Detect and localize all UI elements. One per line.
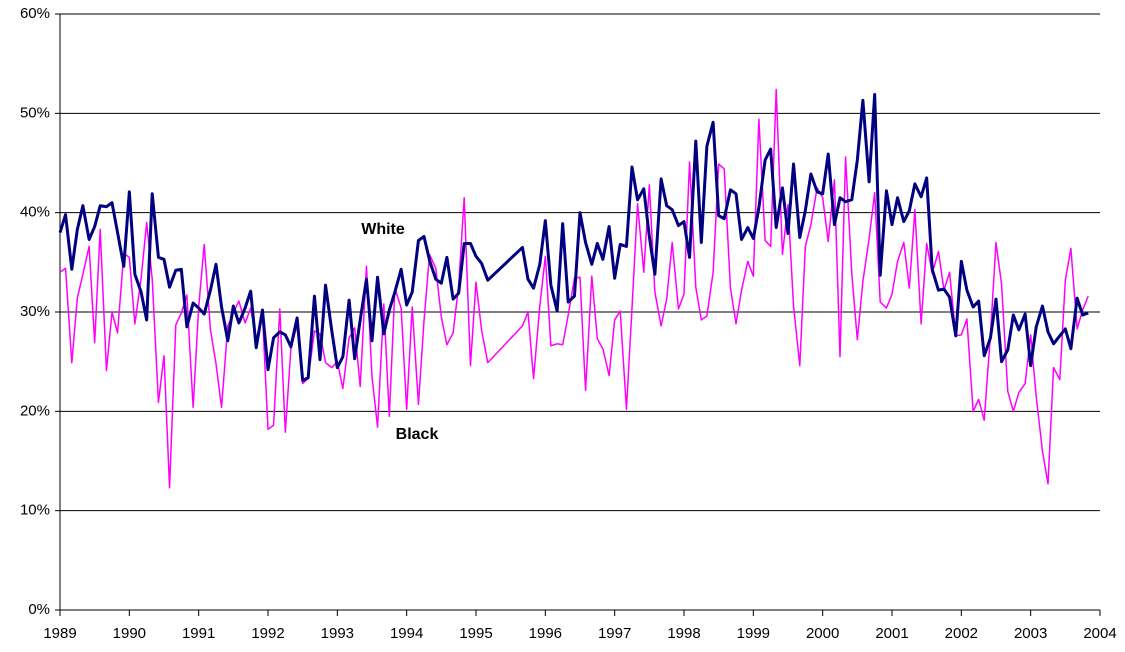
y-tick-label: 20% — [20, 402, 50, 419]
x-tick-label: 1998 — [667, 625, 700, 642]
x-tick-label: 1994 — [390, 625, 423, 642]
x-tick-label: 2004 — [1083, 625, 1116, 642]
x-tick-label: 1992 — [251, 625, 284, 642]
x-tick-label: 1991 — [182, 625, 215, 642]
grid: 0% 10% 20% 30% 40% 50% 60% 1989 1990 1991 1992 1993… — [20, 5, 1117, 642]
y-tick-label: 10% — [20, 502, 50, 519]
plot-lines — [58, 88, 1089, 489]
x-tick-label: 1999 — [737, 625, 770, 642]
x-tick-label: 1989 — [43, 625, 76, 642]
series-line — [58, 92, 1089, 383]
x-tick-label: 1996 — [529, 625, 562, 642]
x-tick-label: 2003 — [1014, 625, 1047, 642]
y-tick-label: 0% — [28, 601, 50, 618]
y-tick-label: 30% — [20, 303, 50, 320]
x-tick-label: 2000 — [806, 625, 839, 642]
x-tick-label: 1995 — [459, 625, 492, 642]
x-tick-label: 1997 — [598, 625, 631, 642]
y-tick-label: 50% — [20, 104, 50, 121]
x-tick-label: 1990 — [113, 625, 146, 642]
x-tick-label: 2002 — [945, 625, 978, 642]
series-annotation: White — [361, 221, 405, 238]
series-annotation: Black — [396, 426, 439, 443]
x-tick-label: 1993 — [321, 625, 354, 642]
y-tick-label: 60% — [20, 5, 50, 22]
y-tick-label: 40% — [20, 204, 50, 221]
x-tick-label: 2001 — [875, 625, 908, 642]
